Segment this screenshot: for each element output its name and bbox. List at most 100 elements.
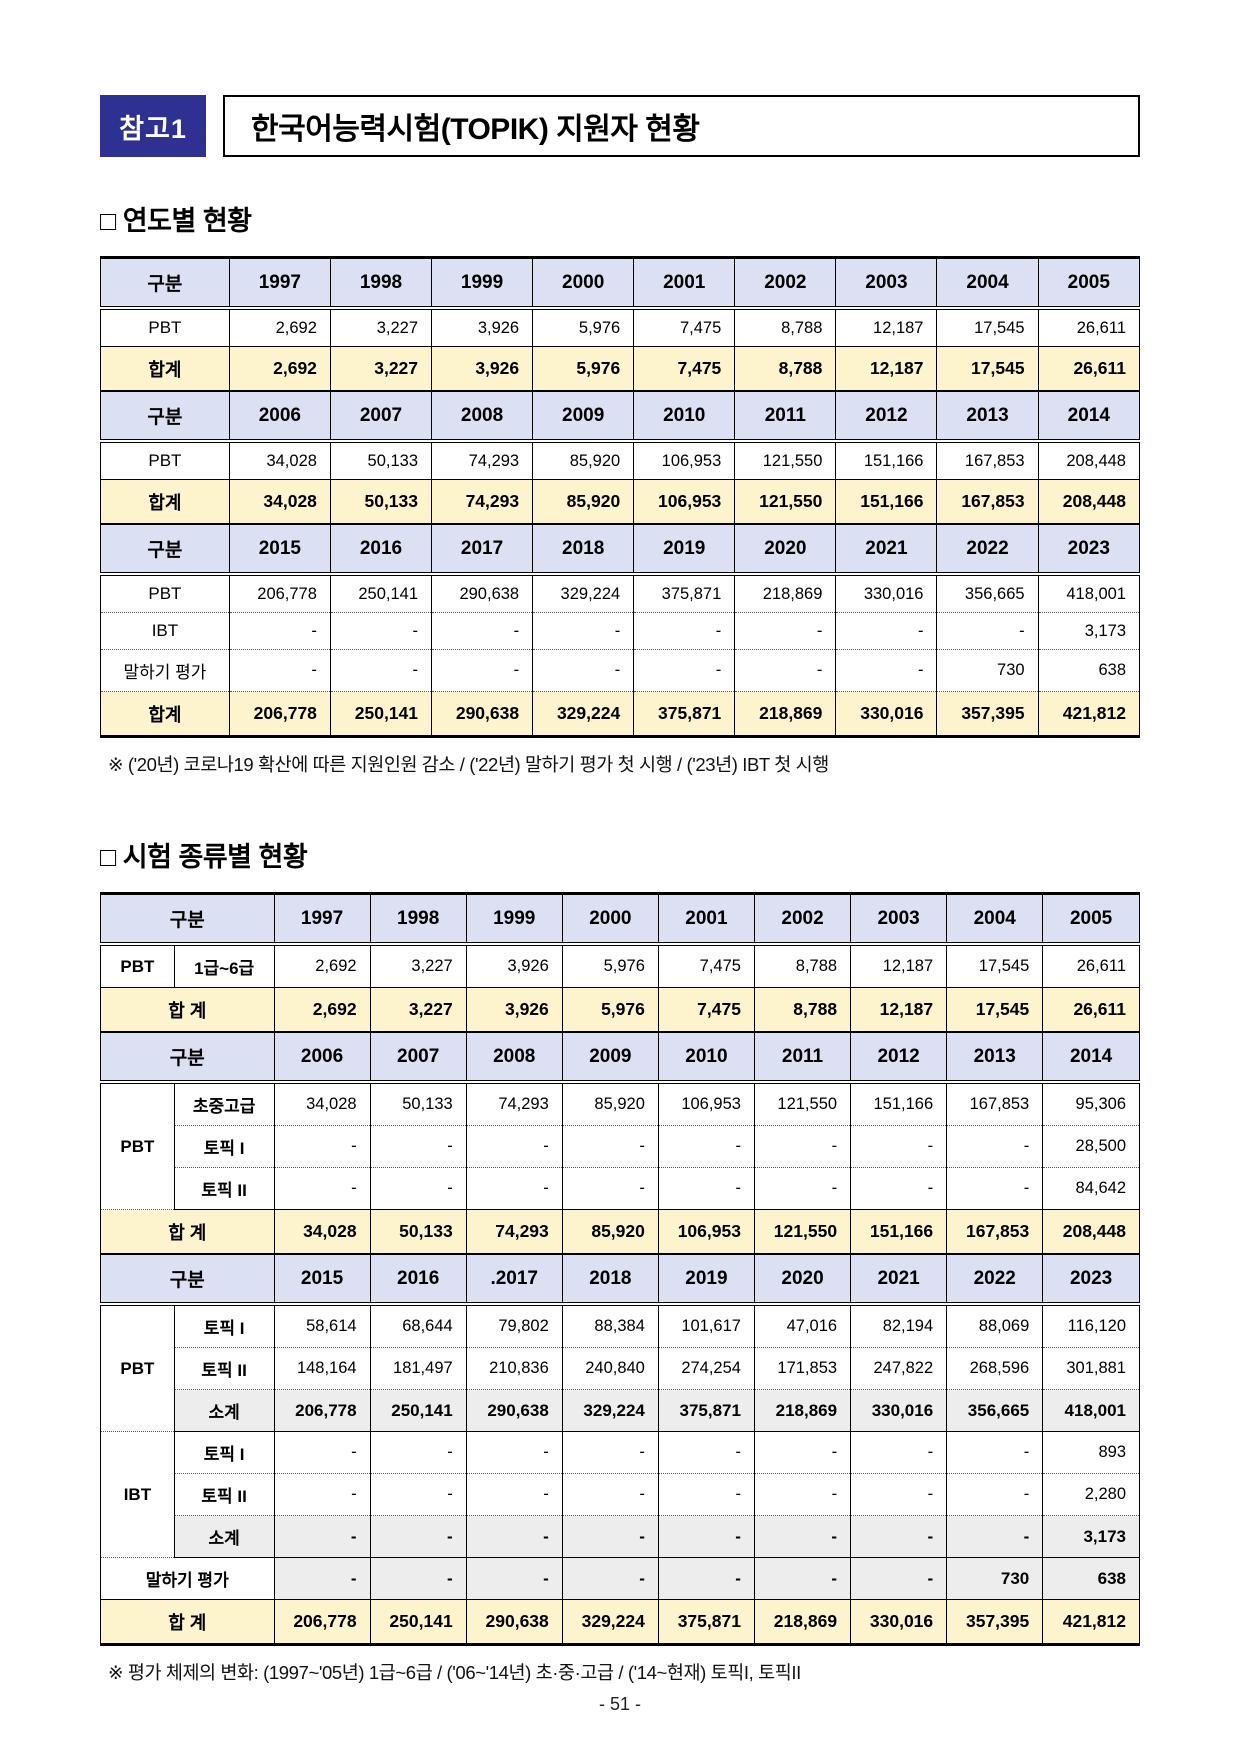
year-cell: 2012 [835, 390, 937, 443]
value-cell: 418,001 [1037, 574, 1140, 613]
table-row: PBT 34,028 50,133 74,293 85,920 106,953 121,55… [100, 441, 1140, 480]
value-cell: - [657, 1557, 755, 1600]
value-cell: - [561, 1125, 659, 1168]
value-cell: 171,853 [753, 1347, 851, 1390]
value-cell: 68,644 [369, 1304, 467, 1348]
year-cell: 2006 [273, 1031, 371, 1084]
table-header-row: 구분 2015 2016 2017 2018 2019 2020 2021 2022 2023 [100, 523, 1140, 576]
value-cell: - [465, 1125, 563, 1168]
value-cell: 50,133 [329, 441, 432, 480]
row-label: PBT [100, 1304, 175, 1432]
section-heading-yearly: □ 연도별 현황 [100, 206, 252, 236]
year-cell: 2016 [329, 523, 432, 576]
value-cell: 121,550 [753, 1082, 851, 1126]
value-cell: 206,778 [273, 1599, 371, 1645]
value-cell: 74,293 [465, 1209, 563, 1255]
year-cell: 2004 [946, 892, 1043, 946]
table-header-row: 구분 2006 2007 2008 2009 2010 2011 2012 2013 2014 [100, 390, 1140, 443]
value-cell: 330,016 [850, 1599, 947, 1645]
year-cell: 1997 [273, 892, 371, 946]
table-row: 토픽 I - - - - - - - -28,500 [101, 1125, 1140, 1168]
value-cell: - [329, 612, 432, 650]
value-cell: 85,920 [561, 1209, 659, 1255]
value-cell: 206,778 [228, 574, 331, 613]
row-label: 합 계 [100, 987, 274, 1033]
value-cell: 3,926 [465, 987, 563, 1033]
value-cell: - [369, 1515, 467, 1558]
value-cell: 329,224 [561, 1599, 659, 1645]
value-cell: 421,812 [1042, 1599, 1140, 1645]
value-cell: 58,614 [273, 1304, 371, 1348]
by-type-table: 구분 1997 1998 1999 2000 2001 2002 2003 2004 2005 PB… [100, 892, 1140, 1646]
value-cell: 148,164 [273, 1347, 371, 1390]
value-cell: 85,920 [532, 479, 634, 525]
year-cell: 2022 [946, 1253, 1043, 1306]
year-cell: 2003 [850, 892, 947, 946]
year-cell: 2017 [431, 523, 533, 576]
year-cell: 1999 [431, 256, 533, 310]
year-cell: 2018 [532, 523, 634, 576]
year-cell: 2015 [273, 1253, 371, 1306]
row-label: 소계 [173, 1515, 274, 1558]
row-label: 초중고급 [173, 1082, 274, 1126]
value-cell: 208,448 [1037, 479, 1140, 525]
row-label: 말하기 평가 [100, 649, 230, 692]
table-row: PBT 206,778 250,141 290,638 329,224 375,871 21… [100, 574, 1140, 613]
value-cell: - [835, 612, 937, 650]
value-cell: 79,802 [465, 1304, 563, 1348]
value-cell: 218,869 [734, 574, 836, 613]
year-cell: 2006 [228, 390, 331, 443]
value-cell: - [329, 649, 432, 692]
year-cell: 2022 [936, 523, 1039, 576]
value-cell: 375,871 [657, 1599, 755, 1645]
value-cell: 167,853 [936, 479, 1039, 525]
value-cell: 106,953 [657, 1209, 755, 1255]
value-cell: 26,611 [1042, 987, 1140, 1033]
year-cell: 2002 [753, 892, 851, 946]
row-label: 합계 [100, 691, 230, 737]
value-cell: 421,812 [1037, 691, 1140, 737]
year-cell: 2012 [850, 1031, 947, 1084]
row-label: 토픽 I [173, 1125, 274, 1168]
year-cell: 2021 [850, 1253, 947, 1306]
row-label: 구분 [100, 390, 230, 443]
value-cell: - [532, 649, 634, 692]
year-cell: 1999 [465, 892, 563, 946]
row-label: 1급~6급 [173, 944, 274, 988]
row-label: 구분 [100, 523, 230, 576]
row-label: PBT [100, 1082, 175, 1210]
value-cell: 356,665 [936, 574, 1039, 613]
value-cell: 3,926 [431, 346, 533, 392]
value-cell: 34,028 [228, 479, 331, 525]
page-title: 한국어능력시험(TOPIK) 지원자 현황 [223, 95, 1140, 157]
value-cell: - [561, 1473, 659, 1516]
value-cell: - [657, 1125, 755, 1168]
row-label: 토픽 I [173, 1304, 274, 1348]
by-type-table-body: 구분 1997 1998 1999 2000 2001 2002 2003 2004 2005 PB… [100, 892, 1140, 1645]
row-label: PBT [100, 308, 230, 347]
value-cell: 730 [936, 649, 1039, 692]
table-row: 합계 34,028 50,133 74,293 85,920 106,953 121,550… [100, 479, 1140, 525]
row-label: 합계 [100, 346, 230, 392]
year-cell: 2000 [561, 892, 659, 946]
value-cell: 301,881 [1042, 1347, 1140, 1390]
value-cell: - [657, 1431, 755, 1474]
year-cell: 2009 [532, 390, 634, 443]
value-cell: 34,028 [273, 1209, 371, 1255]
table-header-row: 구분 2006 2007 2008 2009 2010 2011 2012 2013 2014 [100, 1031, 1140, 1084]
value-cell: - [273, 1515, 371, 1558]
row-label: IBT [100, 612, 230, 650]
value-cell: 121,550 [734, 479, 836, 525]
value-cell: - [273, 1125, 371, 1168]
value-cell: 3,173 [1042, 1515, 1140, 1558]
value-cell: 26,611 [1037, 308, 1140, 347]
year-cell: 1998 [369, 892, 467, 946]
value-cell: 375,871 [657, 1389, 755, 1432]
value-cell: 88,069 [946, 1304, 1043, 1348]
value-cell: - [850, 1557, 947, 1600]
year-cell: 2018 [561, 1253, 659, 1306]
year-cell: 2011 [753, 1031, 851, 1084]
year-cell: 2008 [465, 1031, 563, 1084]
year-cell: 2002 [734, 256, 836, 310]
value-cell: - [850, 1125, 947, 1168]
